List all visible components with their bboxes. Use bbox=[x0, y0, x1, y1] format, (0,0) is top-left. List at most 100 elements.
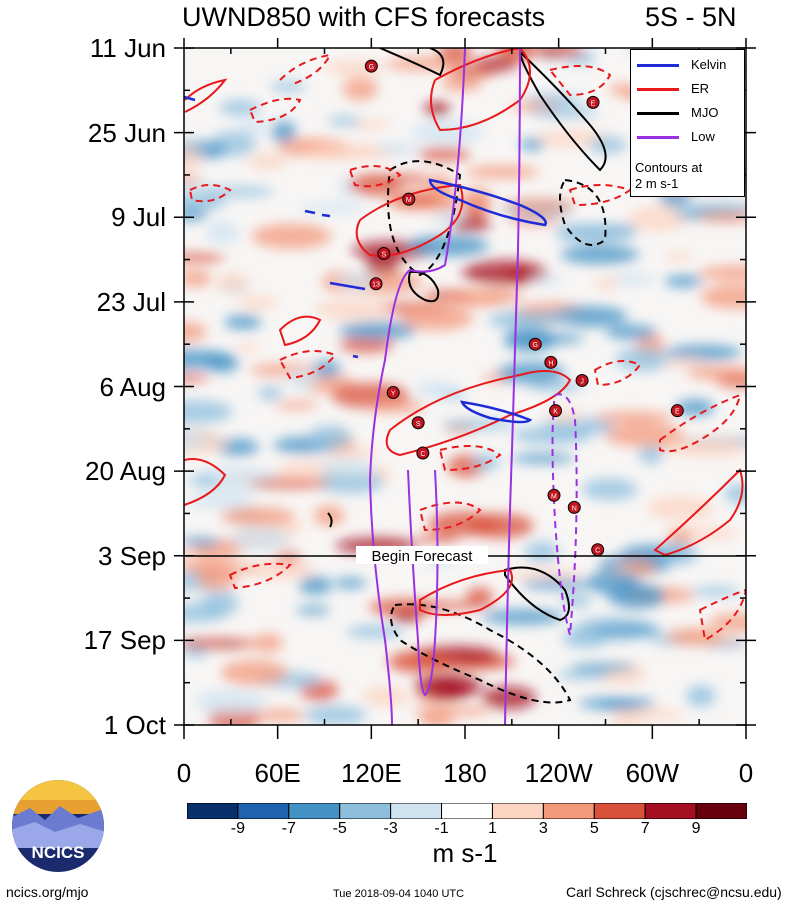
field-blob bbox=[530, 107, 599, 118]
field-blob bbox=[448, 293, 505, 307]
field-blob bbox=[697, 265, 746, 281]
field-blob bbox=[628, 205, 688, 232]
field-blob bbox=[338, 321, 417, 340]
field-blob bbox=[675, 436, 746, 458]
tc-marker: G bbox=[364, 59, 378, 73]
field-blob bbox=[196, 570, 237, 590]
field-blob bbox=[362, 685, 410, 707]
field-blob bbox=[664, 252, 693, 262]
field-blob bbox=[235, 343, 261, 352]
field-blob bbox=[450, 218, 492, 232]
field-blob bbox=[615, 347, 671, 372]
field-blob bbox=[598, 701, 643, 711]
field-blob bbox=[304, 705, 368, 725]
legend-note: Contours at 2 m s-1 bbox=[635, 160, 743, 192]
field-blob bbox=[408, 601, 479, 610]
y-tick-label: 9 Jul bbox=[111, 202, 166, 233]
field-blob bbox=[531, 48, 585, 58]
field-blob bbox=[604, 423, 685, 447]
field-blob bbox=[611, 710, 642, 725]
field-blob bbox=[562, 628, 608, 649]
legend: Kelvin ER MJO Low Contours at 2 m s-1 bbox=[630, 49, 745, 197]
legend-label: MJO bbox=[691, 105, 719, 120]
chart-title: UWND850 with CFS forecasts bbox=[182, 2, 546, 32]
footer-author: Carl Schreck (cjschrec@ncsu.edu) bbox=[566, 884, 782, 900]
field-blob bbox=[334, 577, 367, 589]
legend-entry: MJO bbox=[635, 104, 743, 122]
field-blob bbox=[511, 453, 575, 464]
kelvin-contours bbox=[184, 95, 547, 424]
legend-swatch bbox=[637, 112, 679, 115]
legend-swatch bbox=[637, 64, 679, 67]
y-tick-label: 11 Jun bbox=[89, 33, 166, 63]
tc-marker-label: C bbox=[595, 548, 600, 555]
tc-marker: N bbox=[567, 500, 581, 514]
field-blob bbox=[339, 336, 394, 353]
tc-marker-label: G bbox=[369, 64, 374, 71]
field-blob bbox=[560, 245, 640, 265]
field-blob bbox=[298, 203, 367, 214]
x-tick-label: 0 bbox=[176, 758, 192, 788]
field-blob bbox=[391, 612, 422, 623]
field-blob bbox=[686, 365, 746, 381]
tc-marker-label: E bbox=[675, 409, 680, 416]
legend-swatch bbox=[637, 136, 679, 139]
field-blob bbox=[462, 260, 546, 286]
tc-marker-label: H bbox=[548, 360, 553, 367]
field-blob bbox=[184, 603, 228, 623]
field-blob bbox=[696, 210, 746, 223]
field-blob bbox=[555, 224, 636, 245]
y-tick-label: 20 Aug bbox=[85, 456, 166, 487]
field-blob bbox=[245, 559, 315, 580]
colorbar-tick-label: -5 bbox=[332, 820, 347, 837]
field-blob bbox=[251, 223, 332, 249]
field-blob bbox=[425, 679, 470, 701]
field-blob bbox=[417, 147, 471, 161]
colorbar-swatch bbox=[491, 803, 544, 819]
legend-entry: Low bbox=[635, 128, 743, 146]
colorbar bbox=[187, 803, 747, 819]
tc-marker: Y bbox=[386, 386, 400, 400]
forecast-label: Begin Forecast bbox=[372, 548, 474, 565]
field-blob bbox=[303, 143, 380, 160]
tc-marker: M bbox=[402, 192, 416, 206]
field-blob bbox=[663, 275, 703, 288]
field-blob bbox=[296, 605, 331, 615]
legend-label: ER bbox=[691, 81, 710, 96]
tc-marker: H bbox=[544, 355, 558, 369]
field-blob bbox=[184, 432, 202, 450]
field-blob bbox=[449, 66, 497, 78]
field-blob bbox=[665, 344, 742, 361]
colorbar-swatch bbox=[288, 803, 341, 819]
tc-marker: G bbox=[528, 337, 542, 351]
x-tick-label: 60W bbox=[625, 758, 680, 788]
field-blob bbox=[560, 594, 592, 608]
field-blob bbox=[366, 401, 427, 413]
field-blob bbox=[508, 311, 580, 324]
field-blob bbox=[468, 513, 534, 539]
region-label: 5S - 5N bbox=[645, 2, 737, 32]
tc-marker-label: E bbox=[591, 100, 596, 107]
legend-note-line: 2 m s-1 bbox=[635, 176, 679, 191]
colorbar-swatch bbox=[644, 803, 697, 819]
field-blob bbox=[188, 474, 220, 487]
field-blob bbox=[503, 568, 584, 579]
field-blob bbox=[666, 628, 724, 646]
field-blob bbox=[193, 563, 258, 574]
colorbar-tick-label: 1 bbox=[488, 820, 497, 837]
colorbar-tick-label: 7 bbox=[640, 820, 650, 837]
tc-marker-label: Y bbox=[391, 391, 396, 398]
field-blob bbox=[661, 358, 707, 368]
tc-marker: C bbox=[416, 446, 430, 460]
field-blob bbox=[184, 638, 259, 649]
x-tick-label: 60E bbox=[254, 758, 301, 788]
tc-marker: E bbox=[586, 95, 600, 109]
axis-ticks bbox=[174, 38, 756, 739]
field-blob bbox=[511, 426, 592, 445]
field-blob bbox=[254, 709, 306, 722]
field-blob bbox=[248, 478, 330, 489]
field-blob bbox=[686, 202, 746, 212]
colorbar-tick-label: 9 bbox=[691, 820, 701, 837]
tc-marker: J bbox=[575, 373, 589, 387]
field-blob bbox=[220, 659, 288, 686]
